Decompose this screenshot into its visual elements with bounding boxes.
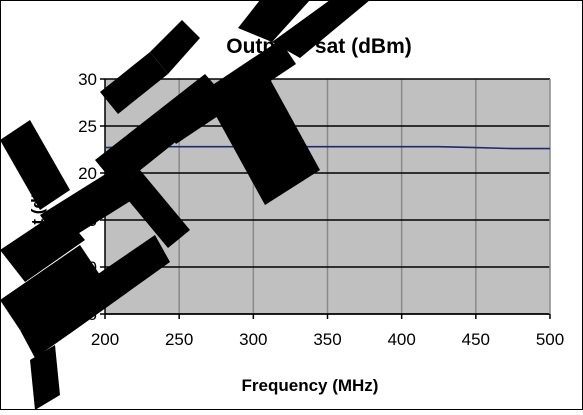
x-tick-label: 400 <box>387 330 415 349</box>
x-tick-label: 300 <box>239 330 267 349</box>
y-tick-label: 25 <box>78 117 97 136</box>
x-tick-label: 350 <box>313 330 341 349</box>
x-tick-label: 500 <box>536 330 564 349</box>
x-tick-label: 450 <box>462 330 490 349</box>
x-tick-label: 250 <box>165 330 193 349</box>
y-tick-label: 30 <box>78 70 97 89</box>
x-axis-label: Frequency (MHz) <box>242 376 379 395</box>
x-tick-label: 200 <box>91 330 119 349</box>
series-line <box>104 145 550 150</box>
watermark-glyphs <box>0 0 370 410</box>
y-tick-label: 20 <box>78 164 97 183</box>
